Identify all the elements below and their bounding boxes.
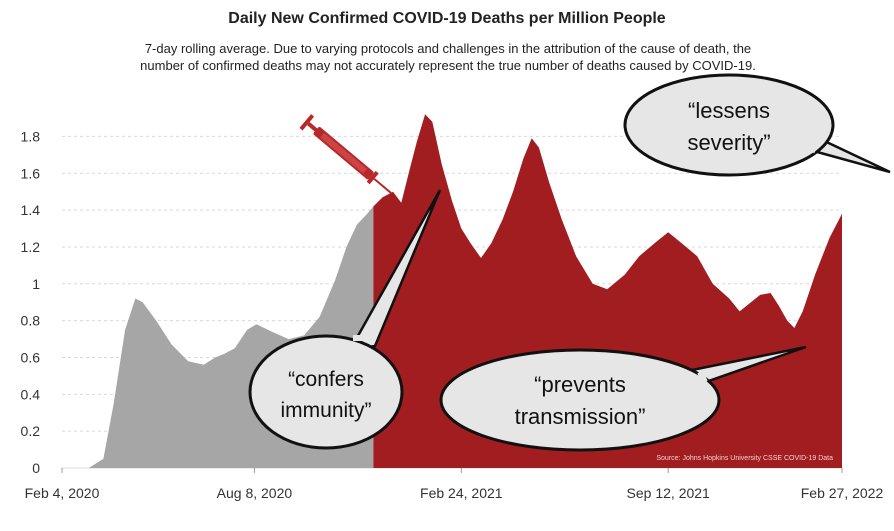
chart-title: Daily New Confirmed COVID-19 Deaths per … <box>228 10 666 27</box>
bubble-prevents-transmission <box>439 345 807 452</box>
y-tick-label: 0.6 <box>21 349 41 365</box>
subtitle-line-2: number of confirmed deaths may not accur… <box>140 58 756 73</box>
y-tick-label: 0.8 <box>21 313 41 329</box>
x-tick-labels: Feb 4, 2020 Aug 8, 2020 Feb 24, 2021 Sep 12… <box>25 485 884 501</box>
y-tick-label: 0 <box>32 460 40 476</box>
y-tick-label: 0.2 <box>21 423 41 439</box>
annotation-confers-immunity: “confers immunity” <box>280 368 371 422</box>
y-tick-label: 0.4 <box>21 386 41 402</box>
y-tick-label: 1.6 <box>21 165 41 181</box>
y-tick-label: 1.2 <box>21 239 41 255</box>
subtitle-line-1: 7-day rolling average. Due to varying pr… <box>144 41 752 56</box>
x-tick-label: Feb 4, 2020 <box>25 485 100 501</box>
y-tick-label: 1.4 <box>21 202 41 218</box>
bubble-lessens-severity <box>623 73 891 177</box>
annotation-lessens-severity: “lessens severity” <box>687 98 770 155</box>
chart-subtitle: 7-day rolling average. Due to varying pr… <box>18 40 878 74</box>
y-tick-labels: 0 0.2 0.4 0.6 0.8 1 1.2 1.4 1.6 1.8 <box>21 128 41 476</box>
x-tick-label: Sep 12, 2021 <box>627 485 711 501</box>
syringe-icon <box>299 114 392 194</box>
bubble-confers-immunity <box>248 189 442 450</box>
x-tick-label: Feb 27, 2022 <box>801 485 884 501</box>
source-label: Source: Johns Hopkins University CSSE CO… <box>656 455 833 462</box>
y-tick-label: 1 <box>32 276 40 292</box>
x-tick-label: Feb 24, 2021 <box>420 485 503 501</box>
y-tick-label: 1.8 <box>21 128 41 144</box>
annotation-prevents-transmission: “prevents transmission” <box>515 372 646 429</box>
x-tick-label: Aug 8, 2020 <box>217 485 293 501</box>
